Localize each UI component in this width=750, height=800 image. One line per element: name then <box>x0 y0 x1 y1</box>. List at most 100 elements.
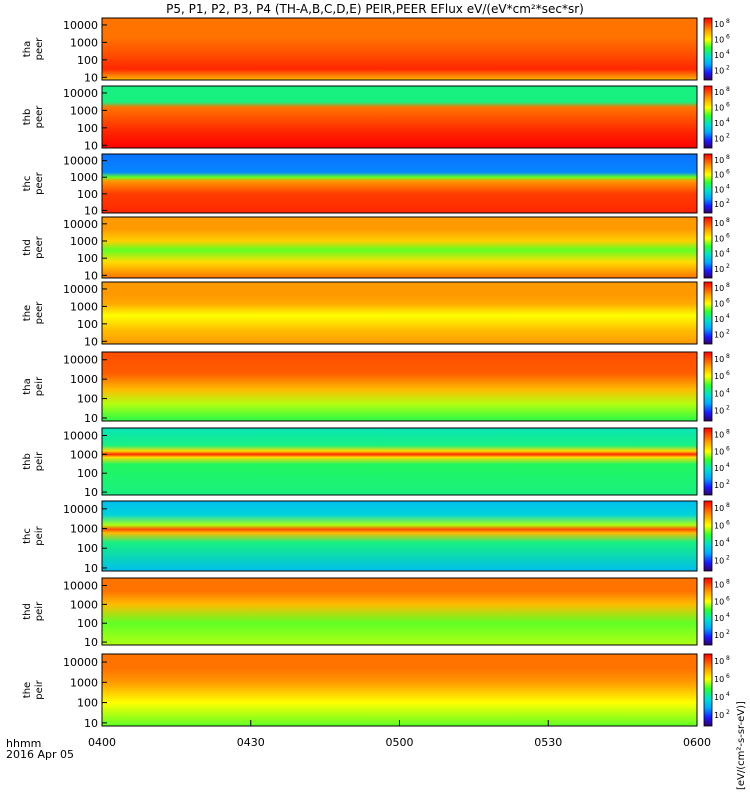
panel-frame <box>101 577 698 646</box>
panel-frame <box>101 216 698 279</box>
colorbar-tick-exponent: 8 <box>726 502 730 509</box>
colorbar-tick-exponent: 8 <box>726 353 730 360</box>
colorbar-tick-label: 10 <box>714 464 724 473</box>
spectrogram-image <box>102 501 697 571</box>
y-tick-label: 1000 <box>70 235 98 248</box>
y-tick-label: 10 <box>84 486 98 499</box>
colorbar-tick-label: 10 <box>714 234 724 243</box>
panel-frame <box>101 85 698 149</box>
colorbar-label: [eV/(cm²-s-sr-eV)] <box>736 701 747 790</box>
colorbar <box>703 577 713 646</box>
colorbar-tick-label: 10 <box>714 481 724 490</box>
colorbar-tick-label: 10 <box>714 156 724 165</box>
panel-species-label: peir <box>34 376 45 396</box>
panel-probe-label: the <box>22 305 33 321</box>
colorbar-tick-exponent: 4 <box>726 462 730 469</box>
colorbar-tick-label: 10 <box>714 171 724 180</box>
colorbar-tick-exponent: 4 <box>726 313 730 320</box>
y-tick-label: 1000 <box>70 523 98 536</box>
colorbar-tick-exponent: 4 <box>726 537 730 544</box>
colorbar-tick-exponent: 4 <box>726 691 730 698</box>
colorbar-tick-exponent: 2 <box>726 263 730 270</box>
colorbar-tick-label: 10 <box>714 372 724 381</box>
colorbar-tick-exponent: 2 <box>726 133 730 140</box>
colorbar-tick-label: 10 <box>714 657 724 666</box>
colorbar-tick-exponent: 8 <box>726 217 730 224</box>
y-tick-label: 10 <box>84 335 98 348</box>
spectrogram-image <box>102 18 697 80</box>
colorbar-tick-exponent: 2 <box>726 405 730 412</box>
colorbar-tick-exponent: 8 <box>726 655 730 662</box>
colorbar-tick-label: 10 <box>714 597 724 606</box>
colorbar-tick-exponent: 2 <box>726 709 730 716</box>
colorbar-tick-label: 10 <box>714 200 724 209</box>
colorbar-tick-label: 10 <box>714 315 724 324</box>
colorbar-tick-exponent: 8 <box>726 86 730 93</box>
colorbar <box>703 653 713 727</box>
colorbar-tick-exponent: 6 <box>726 370 730 377</box>
panel-species-label: peir <box>34 525 45 545</box>
y-tick-label: 10000 <box>63 19 98 32</box>
y-tick-label: 100 <box>77 54 98 67</box>
y-tick-label: 1000 <box>70 373 98 386</box>
panel-probe-label: tha <box>22 378 33 394</box>
panel-species-label: peer <box>34 105 45 129</box>
y-tick-label: 100 <box>77 542 98 555</box>
spectrogram-image <box>102 217 697 278</box>
panel-species-label: peer <box>34 235 45 259</box>
colorbar-tick-exponent: 2 <box>726 629 730 636</box>
x-tick-label: 0430 <box>237 736 265 749</box>
y-tick-label: 10 <box>84 717 98 730</box>
y-tick-label: 10 <box>84 139 98 152</box>
colorbar-tick-exponent: 6 <box>726 102 730 109</box>
colorbar-tick-label: 10 <box>714 119 724 128</box>
colorbar-tick-label: 10 <box>714 284 724 293</box>
y-tick-label: 100 <box>77 393 98 406</box>
spectrogram-image <box>102 282 697 344</box>
y-tick-label: 1000 <box>70 36 98 49</box>
colorbar-tick-exponent: 4 <box>726 183 730 190</box>
panel-frame <box>101 153 698 214</box>
y-tick-label: 1000 <box>70 598 98 611</box>
spectrogram-image <box>102 352 697 421</box>
y-tick-label: 10000 <box>63 656 98 669</box>
colorbar-tick-label: 10 <box>714 250 724 259</box>
y-tick-label: 100 <box>77 188 98 201</box>
colorbar <box>703 85 713 149</box>
colorbar-tick-exponent: 8 <box>726 154 730 161</box>
y-tick-label: 10 <box>84 71 98 84</box>
colorbar-tick-exponent: 2 <box>726 479 730 486</box>
colorbar-tick-label: 10 <box>714 135 724 144</box>
colorbar <box>703 351 713 422</box>
panel-species-label: peer <box>34 171 45 195</box>
colorbar-tick-label: 10 <box>714 539 724 548</box>
colorbar-tick-exponent: 4 <box>726 117 730 124</box>
x-tick-label: 0400 <box>88 736 116 749</box>
colorbar-tick-exponent: 2 <box>726 555 730 562</box>
colorbar-tick-label: 10 <box>714 331 724 340</box>
colorbar-tick-exponent: 6 <box>726 169 730 176</box>
x-tick-label: 0530 <box>534 736 562 749</box>
panel-frame <box>101 351 698 422</box>
colorbar-tick-label: 10 <box>714 67 724 76</box>
colorbar-tick-label: 10 <box>714 557 724 566</box>
colorbar-tick-exponent: 6 <box>726 445 730 452</box>
y-tick-label: 10 <box>84 636 98 649</box>
colorbar <box>703 17 713 81</box>
panel-frame <box>101 427 698 496</box>
y-tick-label: 10000 <box>63 155 98 168</box>
colorbar-tick-label: 10 <box>714 504 724 513</box>
y-tick-label: 10 <box>84 204 98 217</box>
colorbar-tick-label: 10 <box>714 711 724 720</box>
y-tick-label: 10 <box>84 562 98 575</box>
colorbar-tick-exponent: 8 <box>726 18 730 25</box>
panel-species-label: peer <box>34 301 45 325</box>
